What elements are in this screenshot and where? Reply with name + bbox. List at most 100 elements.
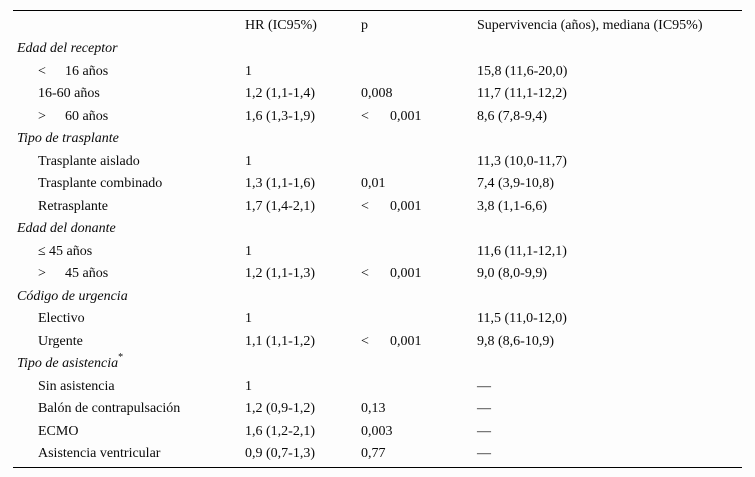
row-label: Electivo (38, 308, 85, 331)
survival-value: 9,8 (8,6-10,9) (477, 333, 554, 349)
survival-value: 15,8 (11,6-20,0) (477, 63, 568, 79)
row-label: >45 años (38, 263, 108, 286)
p-value-text: 0,003 (361, 423, 393, 439)
section-title: Código de urgencia (17, 288, 128, 304)
p-value: 0,13 (361, 398, 386, 421)
column-header-hr: HR (IC95%) (245, 18, 317, 33)
section-row: Edad del receptor (13, 38, 742, 61)
row-label: >60 años (38, 106, 108, 129)
row-label-text: 45 años (49, 243, 93, 259)
hr-value: 1 (245, 311, 252, 326)
survival-value: 7,4 (3,9-10,8) (477, 176, 554, 191)
comparison-symbol: ≤ (38, 243, 46, 259)
row-label: 16-60 años (38, 83, 100, 106)
survival-value: 9,0 (8,0-9,9) (477, 266, 547, 281)
p-value-text: 0,01 (361, 176, 386, 191)
survival-value: 11,5 (11,0-12,0) (477, 311, 567, 326)
hr-value: 1,2 (1,1-1,3) (245, 266, 315, 281)
row-label-text: Retrasplante (38, 198, 108, 214)
hr-value: 1,6 (1,3-1,9) (245, 108, 315, 124)
p-value: 0,01 (361, 173, 386, 196)
p-value: <0,001 (361, 263, 422, 286)
survival-value: — (477, 378, 491, 394)
survival-value: 11,3 (10,0-11,7) (477, 153, 567, 169)
table-header-row: HR (IC95%) p Supervivencia (años), media… (13, 11, 742, 38)
p-value-text: 0,001 (390, 266, 422, 281)
row-label: Balón de contrapulsación (38, 398, 180, 421)
row-label-text: Urgente (38, 333, 83, 349)
p-value-text: 0,77 (361, 446, 386, 461)
section-row: Código de urgencia (13, 286, 742, 309)
table-row: ECMO 1,6 (1,2-2,1) 0,003 — (13, 421, 742, 444)
section-row: Tipo de asistencia* (13, 353, 742, 376)
row-label-text: Asistencia ventricular (38, 446, 161, 461)
table-row: Urgente 1,1 (1,1-1,2) <0,001 9,8 (8,6-10… (13, 331, 742, 354)
row-label-text: Balón de contrapulsación (38, 401, 181, 416)
table-row: >45 años 1,2 (1,1-1,3) <0,001 9,0 (8,0-9… (13, 263, 742, 286)
comparison-symbol: > (38, 266, 46, 281)
p-value: <0,001 (361, 331, 422, 354)
p-value-text: 0,001 (390, 333, 422, 349)
survival-value: 11,7 (11,1-12,2) (477, 86, 567, 101)
row-label: Sin asistencia (38, 376, 115, 399)
p-value-text: 0,001 (390, 108, 422, 124)
comparison-symbol: > (38, 108, 46, 124)
p-value: <0,001 (361, 196, 422, 219)
less-than-symbol: < (361, 266, 369, 281)
row-label: <16 años (38, 61, 108, 84)
table-row: Trasplante combinado 1,3 (1,1-1,6) 0,01 … (13, 173, 742, 196)
hr-value: 1,3 (1,1-1,6) (245, 176, 315, 191)
survival-value: 3,8 (1,1-6,6) (477, 198, 547, 214)
p-value: 0,008 (361, 83, 393, 106)
p-value-text: 0,001 (390, 198, 422, 214)
row-label: ECMO (38, 421, 78, 444)
hr-value: 1,2 (0,9-1,2) (245, 401, 315, 416)
section-title: Edad del donante (17, 221, 116, 236)
table-row: Sin asistencia 1 — (13, 376, 742, 399)
row-label-text: Electivo (38, 311, 85, 326)
column-header-supervivencia: Supervivencia (años), mediana (IC95%) (477, 18, 703, 33)
section-title: Tipo de asistencia* (17, 353, 123, 376)
table-row: Electivo 1 11,5 (11,0-12,0) (13, 308, 742, 331)
section-title-text: Tipo de asistencia (17, 356, 119, 371)
survival-value: 8,6 (7,8-9,4) (477, 108, 547, 124)
table-row: 16-60 años 1,2 (1,1-1,4) 0,008 11,7 (11,… (13, 83, 742, 106)
row-label-text: 45 años (65, 266, 109, 281)
comparison-symbol: < (38, 63, 46, 79)
row-label: Trasplante combinado (38, 173, 162, 196)
survival-table: HR (IC95%) p Supervivencia (años), media… (13, 10, 742, 468)
hr-value: 1 (245, 378, 252, 394)
row-label-text: ECMO (38, 423, 79, 439)
p-value: 0,77 (361, 443, 386, 466)
p-value-text: 0,008 (361, 86, 393, 101)
table-row: Retrasplante 1,7 (1,4-2,1) <0,001 3,8 (1… (13, 196, 742, 219)
survival-value: — (477, 401, 491, 416)
hr-value: 1 (245, 63, 252, 79)
survival-value: — (477, 423, 491, 439)
table-row: Balón de contrapulsación 1,2 (0,9-1,2) 0… (13, 398, 742, 421)
row-label: ≤45 años (38, 241, 92, 264)
hr-value: 0,9 (0,7-1,3) (245, 446, 315, 461)
row-label-text: Sin asistencia (38, 378, 115, 394)
row-label-text: Trasplante combinado (38, 176, 163, 191)
less-than-symbol: < (361, 333, 369, 349)
section-row: Tipo de trasplante (13, 128, 742, 151)
row-label-text: 60 años (65, 108, 109, 124)
p-value-text: 0,13 (361, 401, 386, 416)
p-value: 0,003 (361, 421, 393, 444)
survival-value: 11,6 (11,1-12,1) (477, 243, 567, 259)
less-than-symbol: < (361, 198, 369, 214)
row-label-text: Trasplante aislado (38, 153, 140, 169)
column-header-p: p (361, 18, 368, 33)
row-label: Asistencia ventricular (38, 443, 160, 466)
row-label-text: 16 años (65, 63, 109, 79)
less-than-symbol: < (361, 108, 369, 124)
hr-value: 1 (245, 153, 252, 169)
table-row: Trasplante aislado 1 11,3 (10,0-11,7) (13, 151, 742, 174)
survival-value: — (477, 446, 491, 461)
table-row: >60 años 1,6 (1,3-1,9) <0,001 8,6 (7,8-9… (13, 106, 742, 129)
hr-value: 1 (245, 243, 252, 259)
section-title: Tipo de trasplante (17, 131, 119, 146)
table-row: <16 años 1 15,8 (11,6-20,0) (13, 61, 742, 84)
